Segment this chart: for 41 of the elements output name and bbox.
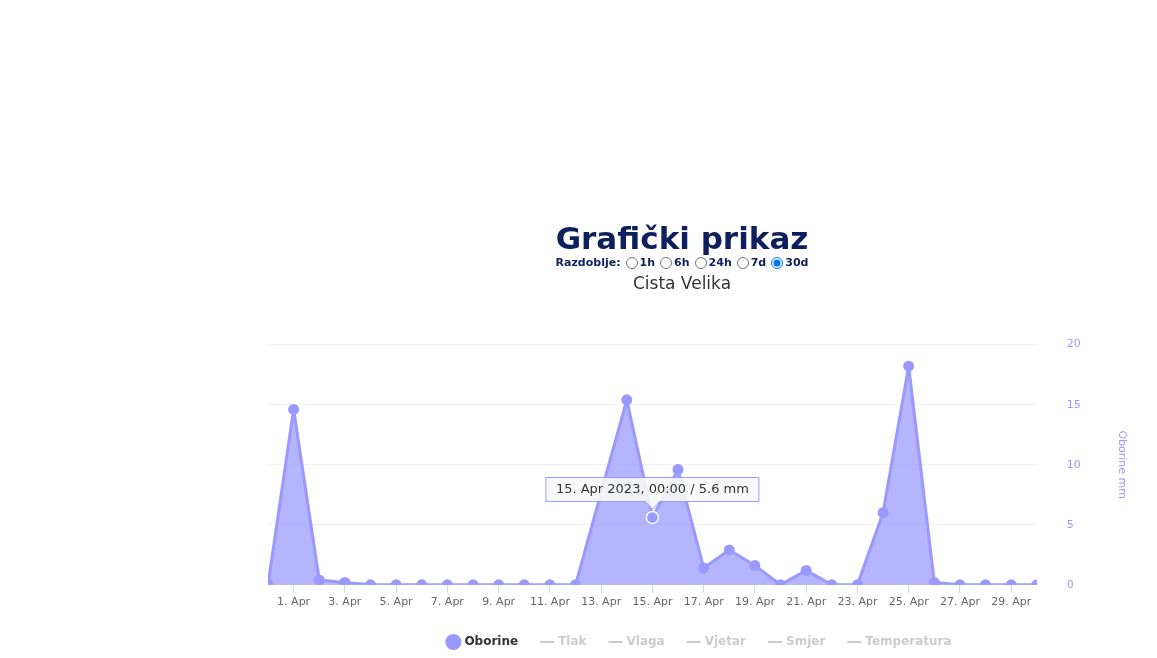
y-tick-label: 20 (1066, 337, 1081, 351)
x-tick-label: 11. Apr (529, 595, 571, 609)
x-tick-label: 27. Apr (939, 595, 981, 609)
point (288, 403, 300, 415)
x-tick-label: 15. Apr (632, 595, 673, 609)
y-tick-label: 10 (1066, 457, 1081, 471)
text: 6h (674, 256, 690, 269)
point (928, 576, 940, 585)
y-axis-title: Oborine mm (1115, 430, 1129, 500)
x-tick-label: 9. Apr (482, 595, 516, 609)
y-tick-label: 0 (1066, 577, 1074, 591)
x-tick-label: 7. Apr (430, 595, 465, 609)
text: 1h (639, 256, 656, 269)
chart-subtitle: Cista Velika (631, 273, 733, 293)
point (723, 544, 735, 556)
annotation: 15. Apr 2023, 00:00 / 5.6 mm (555, 480, 749, 496)
x-tick-label: 19. Apr (734, 595, 776, 609)
x-tick-label: 17. Apr (683, 595, 725, 609)
x-tick-label: 21. Apr (786, 595, 827, 609)
x-tick-label: 23. Apr (837, 595, 878, 609)
point (621, 394, 633, 406)
x-tick-label: 5. Apr (379, 595, 414, 609)
y-tick-label: 15 (1066, 397, 1081, 411)
legend-label: Oborine (464, 634, 519, 649)
x-tick-label: 13. Apr (581, 595, 622, 609)
x-tick-label: 29. Apr (991, 595, 1032, 609)
x-tick-label: 1. Apr (277, 595, 311, 609)
x-tick-label: 25. Apr (888, 595, 930, 609)
text: Razdoblje: (555, 256, 621, 269)
x-tick-label: 3. Apr (328, 595, 362, 609)
point (800, 564, 812, 576)
text: 24h (708, 256, 732, 269)
point (339, 576, 351, 585)
point (672, 464, 684, 475)
text: 30d (785, 256, 809, 269)
text: 7d (750, 256, 767, 269)
chart-title: Grafički prikaz (554, 220, 810, 256)
point (877, 507, 889, 519)
point (313, 574, 325, 585)
y-tick-label: 5 (1066, 517, 1074, 531)
point (903, 360, 915, 372)
